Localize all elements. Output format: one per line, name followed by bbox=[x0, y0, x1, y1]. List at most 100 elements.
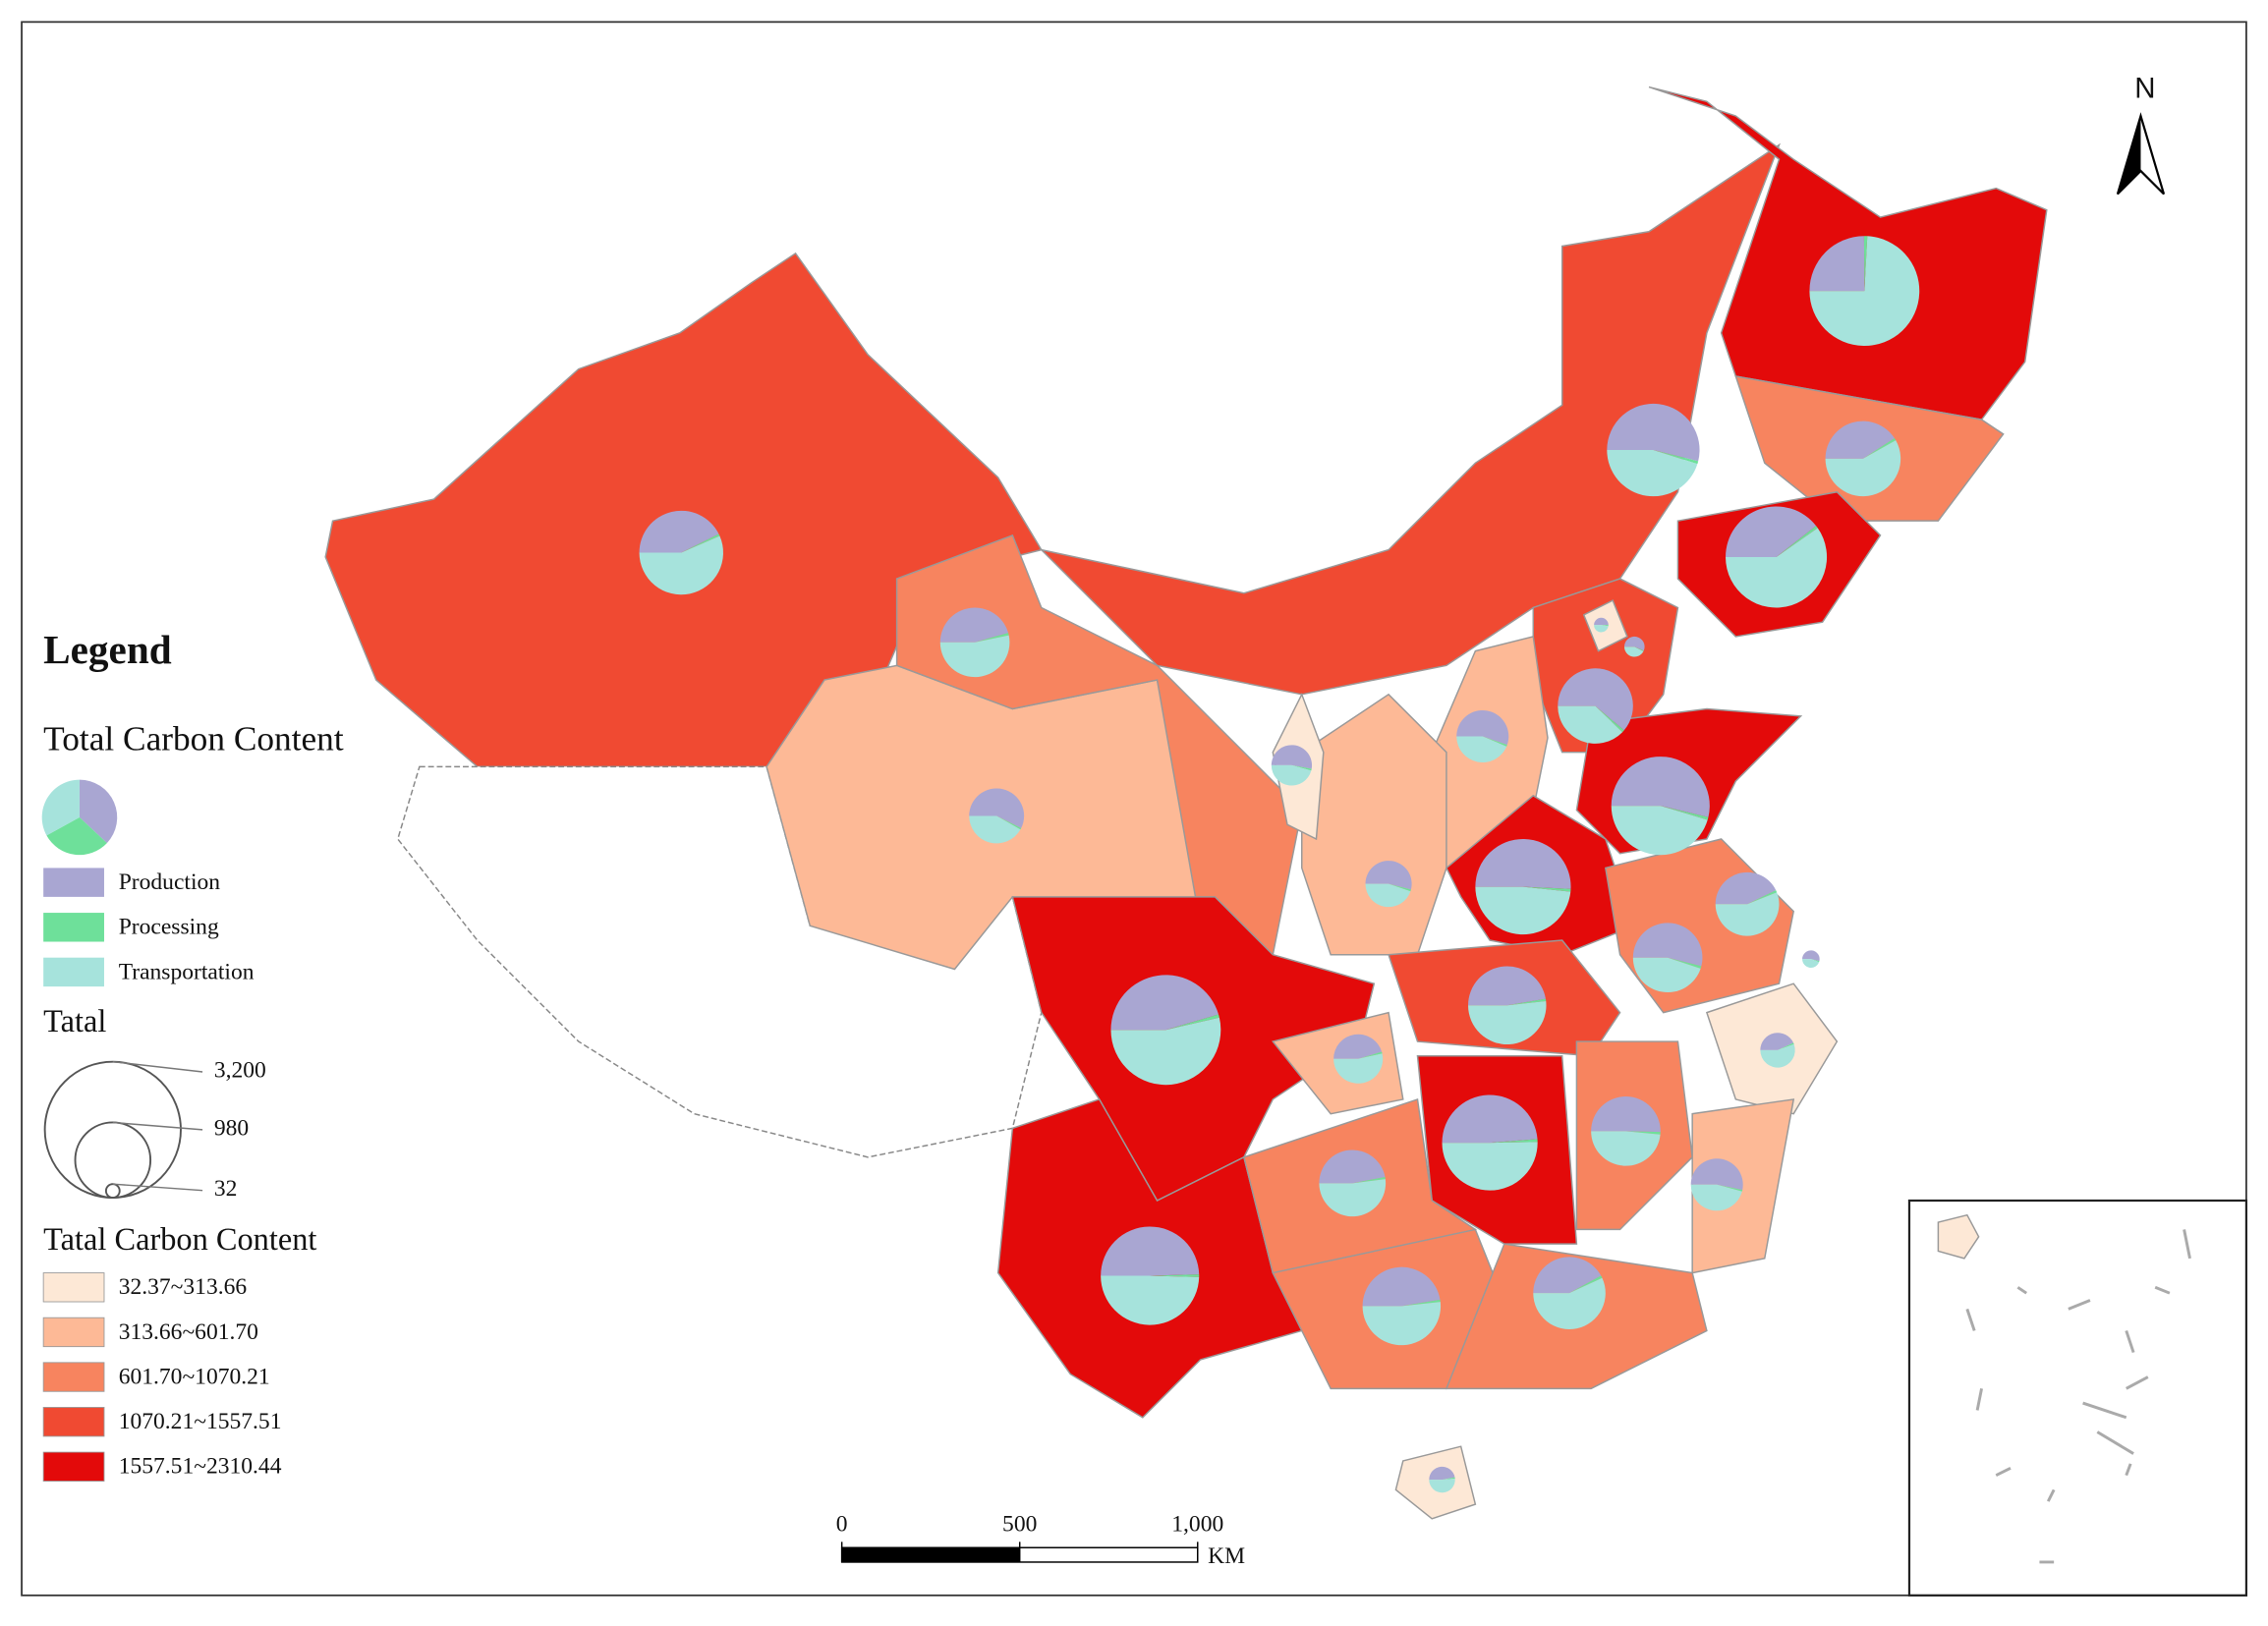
pie bbox=[1319, 1149, 1387, 1217]
pie-slice bbox=[1319, 1149, 1386, 1184]
class-swatch bbox=[42, 1362, 105, 1392]
pie-slice bbox=[1607, 403, 1700, 462]
inset-islands bbox=[1965, 1229, 2191, 1564]
pie-slice bbox=[1365, 883, 1411, 908]
size-label: 3,200 bbox=[214, 1057, 266, 1083]
pie-slice bbox=[1271, 764, 1312, 786]
pie-slice bbox=[1623, 636, 1645, 651]
pie-slice bbox=[969, 788, 1025, 828]
pie bbox=[1690, 1158, 1743, 1211]
pie-slice bbox=[1690, 1184, 1742, 1211]
pie-slice bbox=[1456, 709, 1509, 746]
pie-slice bbox=[1611, 806, 1708, 856]
pie-slice bbox=[1601, 625, 1609, 627]
class-label: 32.37~313.66 bbox=[119, 1274, 248, 1300]
class-label: 1557.51~2310.44 bbox=[119, 1454, 282, 1480]
class-swatch bbox=[42, 1272, 105, 1303]
pie-slice bbox=[1442, 1142, 1538, 1191]
pie-slice bbox=[1625, 1131, 1661, 1135]
pie-slice bbox=[1362, 1266, 1441, 1307]
class-swatch bbox=[42, 1451, 105, 1482]
pie-slice bbox=[1533, 1277, 1606, 1329]
pie-slice bbox=[1747, 890, 1778, 905]
pie bbox=[1533, 1257, 1606, 1329]
size-label: 32 bbox=[214, 1176, 238, 1202]
pie-slice bbox=[1591, 1131, 1661, 1166]
pie bbox=[1475, 838, 1571, 935]
pie-slice bbox=[1365, 861, 1412, 890]
legend-label: Transportation bbox=[119, 959, 255, 984]
class-label: 313.66~601.70 bbox=[119, 1319, 258, 1345]
pie bbox=[1611, 757, 1710, 856]
pie bbox=[1333, 1034, 1384, 1084]
scale-bar-black bbox=[841, 1547, 1020, 1562]
scale-unit: KM bbox=[1208, 1543, 1245, 1569]
pie-slice bbox=[1165, 1014, 1219, 1031]
pie-slice bbox=[1110, 1017, 1221, 1086]
pie-slice bbox=[1802, 950, 1820, 962]
province bbox=[1691, 1098, 1795, 1274]
inset-island bbox=[1937, 1213, 1980, 1260]
pie bbox=[1558, 668, 1633, 744]
pie bbox=[1101, 1226, 1200, 1325]
pie-slice bbox=[1319, 1179, 1387, 1217]
pie-slice bbox=[1291, 764, 1312, 771]
pie-slice bbox=[1490, 1139, 1538, 1144]
pie-slice bbox=[975, 633, 1009, 643]
pie-slice bbox=[1358, 1051, 1383, 1059]
pie bbox=[1110, 975, 1221, 1086]
pie-slice bbox=[1778, 1042, 1794, 1050]
pie-slice bbox=[1690, 1158, 1743, 1191]
pie-slice bbox=[1362, 1302, 1442, 1346]
pie bbox=[1429, 1466, 1455, 1493]
pie-slice bbox=[1482, 736, 1507, 747]
pie-slice bbox=[1863, 236, 1868, 292]
pie-slice bbox=[1442, 1477, 1455, 1481]
pie-slice bbox=[996, 815, 1022, 830]
pie bbox=[969, 788, 1025, 844]
legend-title: Legend bbox=[43, 627, 172, 672]
pie-slice bbox=[1506, 998, 1547, 1006]
pie bbox=[639, 510, 723, 595]
inset-frame bbox=[1907, 1199, 2248, 1597]
pie-slice bbox=[681, 533, 720, 553]
pie-slice bbox=[1653, 450, 1699, 465]
size-leader bbox=[112, 1183, 203, 1192]
pie-slice bbox=[1632, 957, 1701, 993]
pie-slice bbox=[1110, 975, 1219, 1031]
pie-slice bbox=[1456, 736, 1507, 763]
pie-slice bbox=[1468, 1001, 1547, 1045]
pie bbox=[939, 607, 1010, 678]
pie-slice bbox=[1825, 440, 1901, 497]
legend-size-title: Tatal bbox=[43, 1004, 106, 1039]
pie-slice bbox=[1333, 1034, 1383, 1059]
pie-slice bbox=[1623, 646, 1644, 657]
pie bbox=[1802, 950, 1820, 968]
class-swatch bbox=[42, 1407, 105, 1437]
pie bbox=[1456, 709, 1509, 763]
pie-slice bbox=[1809, 236, 1920, 347]
pie-slice bbox=[1558, 668, 1633, 731]
legend-class-title: Tatal Carbon Content bbox=[43, 1222, 316, 1258]
pie-slice bbox=[1442, 1094, 1538, 1144]
size-label: 980 bbox=[214, 1115, 249, 1141]
pie-slice bbox=[939, 607, 1009, 643]
pie-slice bbox=[1660, 806, 1709, 820]
pie-slice bbox=[1333, 1053, 1384, 1084]
pie-slice bbox=[1726, 506, 1817, 557]
pie-slice bbox=[1558, 705, 1623, 744]
pie bbox=[1468, 966, 1547, 1045]
pie-slice bbox=[1389, 883, 1411, 892]
pie-slice bbox=[1569, 1275, 1603, 1294]
size-leader bbox=[112, 1060, 203, 1073]
pie-slice bbox=[1810, 959, 1820, 963]
north-arrow-half bbox=[2117, 116, 2141, 195]
pie-slice bbox=[639, 510, 719, 553]
pie-slice bbox=[41, 779, 80, 836]
pie bbox=[1607, 403, 1700, 497]
pie-slice bbox=[1776, 526, 1818, 557]
pie bbox=[1825, 421, 1901, 497]
pie-slice bbox=[1150, 1274, 1200, 1277]
pie bbox=[1442, 1094, 1538, 1191]
